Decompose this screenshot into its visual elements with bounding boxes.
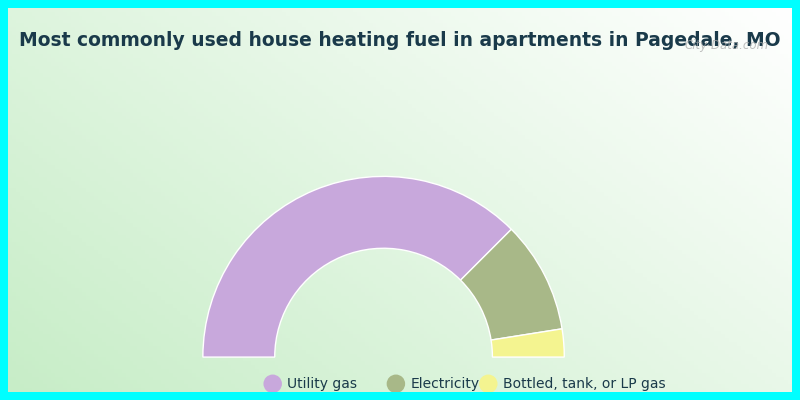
Text: Most commonly used house heating fuel in apartments in Pagedale, MO: Most commonly used house heating fuel in…	[19, 31, 781, 50]
Text: Utility gas: Utility gas	[287, 377, 357, 391]
Text: Bottled, tank, or LP gas: Bottled, tank, or LP gas	[502, 377, 666, 391]
Text: City-Data.com: City-Data.com	[684, 39, 769, 52]
Wedge shape	[203, 176, 511, 357]
Wedge shape	[461, 229, 562, 340]
Circle shape	[479, 374, 498, 393]
Wedge shape	[491, 329, 564, 357]
Text: Electricity: Electricity	[410, 377, 479, 391]
Circle shape	[386, 374, 405, 393]
Circle shape	[263, 374, 282, 393]
